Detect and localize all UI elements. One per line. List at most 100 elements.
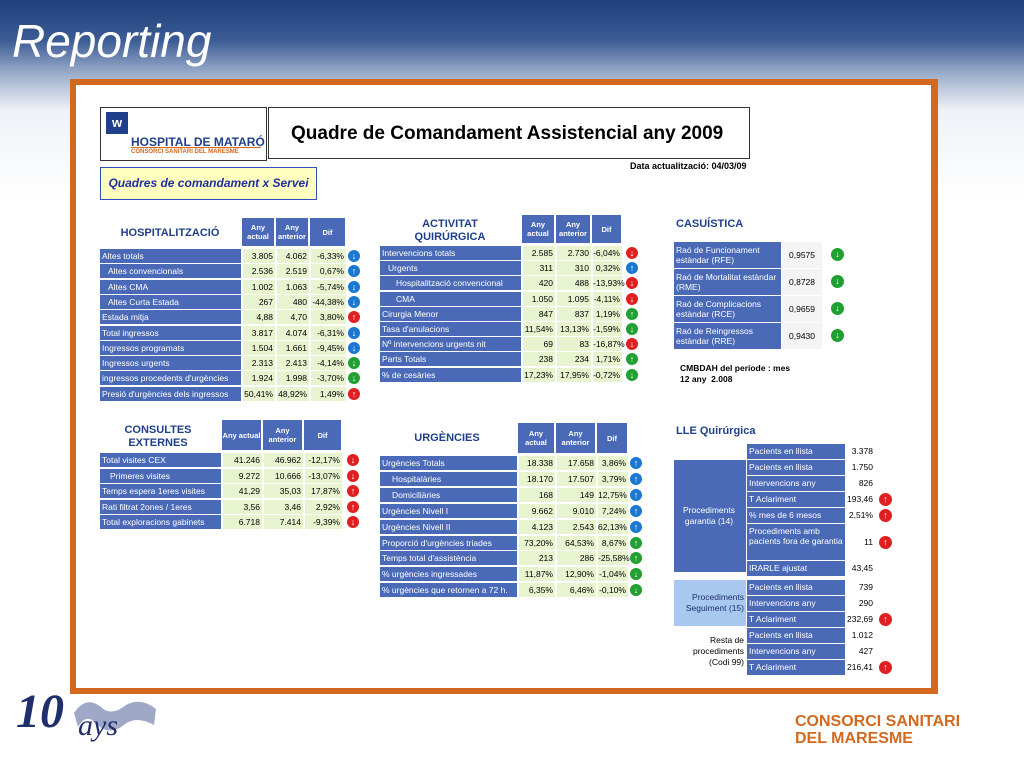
quirurgica-row-dif: 1,71% <box>592 352 622 367</box>
urgencies-row-label: % urgències ingressades <box>380 567 517 582</box>
quirurgica-row-label: CMA <box>380 291 521 306</box>
consultes-row-anterior: 35,03 <box>263 484 303 498</box>
slide-title: Reporting <box>12 15 212 67</box>
lle-row-value: 232,69 <box>847 612 875 627</box>
hospitalitzacio-row-actual: 3.817 <box>242 325 275 340</box>
arrow-down-icon: ↓ <box>348 295 360 308</box>
consultes-row-anterior: 7.414 <box>263 515 303 529</box>
hospitalitzacio-header-actual: Any actual <box>242 218 275 246</box>
hospitalitzacio-row-label: Estada mitja <box>100 310 241 325</box>
hospitalitzacio-row-dif: -3,70% <box>310 371 346 386</box>
urgencies-row-actual: 6,35% <box>518 583 555 598</box>
arrow-up-icon: ↑ <box>879 613 892 626</box>
hospitalitzacio-row-actual: 1.504 <box>242 340 275 355</box>
hospitalitzacio-row-actual: 1.924 <box>242 371 275 386</box>
arrow-up-icon: ↑ <box>626 307 638 320</box>
quirurgica-row-actual: 311 <box>522 261 555 276</box>
urgencies-row-dif: 8,67% <box>597 535 628 550</box>
urgencies-row-actual: 9.662 <box>518 503 555 518</box>
quirurgica-row-dif: -1,59% <box>592 322 622 336</box>
main-title: Quadre de Comandament Assistencial any 2… <box>291 123 724 144</box>
urgencies-row-anterior: 286 <box>556 551 596 566</box>
quirurgica-title: ACTIVITAT QUIRÚRGICA <box>414 218 486 243</box>
hospitalitzacio-row-label: Ingressos programats <box>100 340 241 355</box>
quirurgica-header-dif: Dif <box>592 215 622 243</box>
hospitalitzacio-row-dif: -9,45% <box>310 340 346 355</box>
svg-text:10: 10 <box>16 685 64 738</box>
consultes-row-actual: 9.272 <box>222 468 262 483</box>
arrow-down-icon: ↓ <box>831 248 844 261</box>
hospital-sub: CONSORCI SANITARI DEL MARESME <box>131 149 239 155</box>
lle-row-label: Procediments amb pacients fora de garant… <box>747 524 845 560</box>
quirurgica-row-actual: 847 <box>522 306 555 321</box>
arrow-up-icon: ↑ <box>630 536 642 549</box>
quirurgica-row-anterior: 17,95% <box>556 367 591 382</box>
lle-row-value: 1.012 <box>847 628 875 643</box>
consultes-row-actual: 41.246 <box>222 453 262 467</box>
hospitalitzacio-row-anterior: 1.063 <box>276 279 309 294</box>
arrow-down-icon: ↓ <box>348 326 360 339</box>
arrow-up-icon: ↑ <box>630 504 642 517</box>
urgencies-row-actual: 213 <box>518 551 555 566</box>
hospitalitzacio-row-dif: -44,38% <box>310 294 346 309</box>
quirurgica-row-label: % de cesàries <box>380 367 521 382</box>
urgencies-row-actual: 11,87% <box>518 567 555 582</box>
consultes-row-label: Primeres visites <box>100 468 221 483</box>
lle-row-label: Pacients en llista <box>747 628 845 643</box>
hospitalitzacio-row-actual: 1.002 <box>242 279 275 294</box>
hospitalitzacio-row-label: Total ingressos <box>100 325 241 340</box>
hospital-name: HOSPITAL DE MATARÓ <box>131 135 265 149</box>
casuistica-row: Raó de Mortalitat estàndar (RME) 0,8728 ↓ <box>674 269 849 295</box>
urgencies-row-dif: 12,75% <box>597 487 628 502</box>
consultes-row-dif: -9,39% <box>304 515 342 529</box>
svg-text:ays: ays <box>78 709 118 742</box>
lle-row-label: % mes de 6 mesos <box>747 508 845 523</box>
arrow-down-icon: ↓ <box>626 292 638 305</box>
arrow-up-icon: ↑ <box>626 353 638 366</box>
urgencies-row-dif: 7,24% <box>597 503 628 518</box>
urgencies-header-actual: Any actual <box>518 423 555 453</box>
quirurgica-row-dif: -13,93% <box>592 276 625 291</box>
consultes-row-anterior: 10.666 <box>263 468 303 483</box>
hospitalitzacio-title: HOSPITALITZACIÓ <box>120 227 220 239</box>
quirurgica-row-dif: -4,11% <box>592 291 622 306</box>
lle-row-value: 216,41 <box>847 660 875 675</box>
arrow-down-icon: ↓ <box>348 357 360 370</box>
hospitalitzacio-row-anterior: 1.998 <box>276 371 309 386</box>
consultes-row-anterior: 46.962 <box>263 453 303 467</box>
quirurgica-row-anterior: 2.730 <box>556 246 591 260</box>
lle-row-label: IRARLE ajustat <box>747 561 845 576</box>
consultes-row-actual: 3,56 <box>222 499 262 514</box>
hospitalitzacio-header-anterior: Any anterior <box>276 218 309 246</box>
casuistica-label: Raó de Funcionament estàndar (RFE) <box>674 242 781 268</box>
quirurgica-row-dif: -16,87% <box>592 337 625 352</box>
hospitalitzacio-row-dif: -5,74% <box>310 279 346 294</box>
quirurgica-row-anterior: 13,13% <box>556 322 591 336</box>
casuistica-label: Raó de Reingressos estàndar (RRE) <box>674 323 781 349</box>
urgencies-row-anterior: 9.010 <box>556 503 596 518</box>
casuistica-value: 0,9430 <box>782 323 822 349</box>
consultes-row-dif: -12,17% <box>304 453 342 467</box>
quirurgica-row-actual: 69 <box>522 337 555 352</box>
quirurgica-row-label: Cirurgia Menor <box>380 306 521 321</box>
hospitalitzacio-row-anterior: 1.661 <box>276 340 309 355</box>
consultes-row-label: Temps espera 1eres visites <box>100 484 221 498</box>
quirurgica-row-label: Hospitalització convencional <box>380 276 521 291</box>
urgencies-row-dif: -0,10% <box>597 583 628 598</box>
lle-row-value: 11 <box>847 524 875 560</box>
urgencies-row-label: Temps total d'assistència <box>380 551 517 566</box>
urgencies-row-label: Proporció d'urgències triades <box>380 535 517 550</box>
lle-row-label: Intervencions any <box>747 644 845 659</box>
quirurgica-row-actual: 420 <box>522 276 555 291</box>
urgencies-row-anterior: 64,53% <box>556 535 596 550</box>
casuistica-row: Raó de Funcionament estàndar (RFE) 0,9575… <box>674 242 849 268</box>
lle-row-label: Intervencions any <box>747 596 845 611</box>
urgencies-row-label: Hospitalàries <box>380 471 517 486</box>
urgencies-row-anterior: 149 <box>556 487 596 502</box>
quirurgica-row-label: Nº intervencions urgents nit <box>380 337 521 352</box>
arrow-up-icon: ↑ <box>630 552 642 565</box>
quirurgica-row-label: Parts Totals <box>380 352 521 367</box>
lle-row-value: 826 <box>847 476 875 491</box>
hospital-logo-icon: w <box>106 112 128 134</box>
quadres-servei-button[interactable]: Quadres de comandament x Servei <box>100 167 317 200</box>
